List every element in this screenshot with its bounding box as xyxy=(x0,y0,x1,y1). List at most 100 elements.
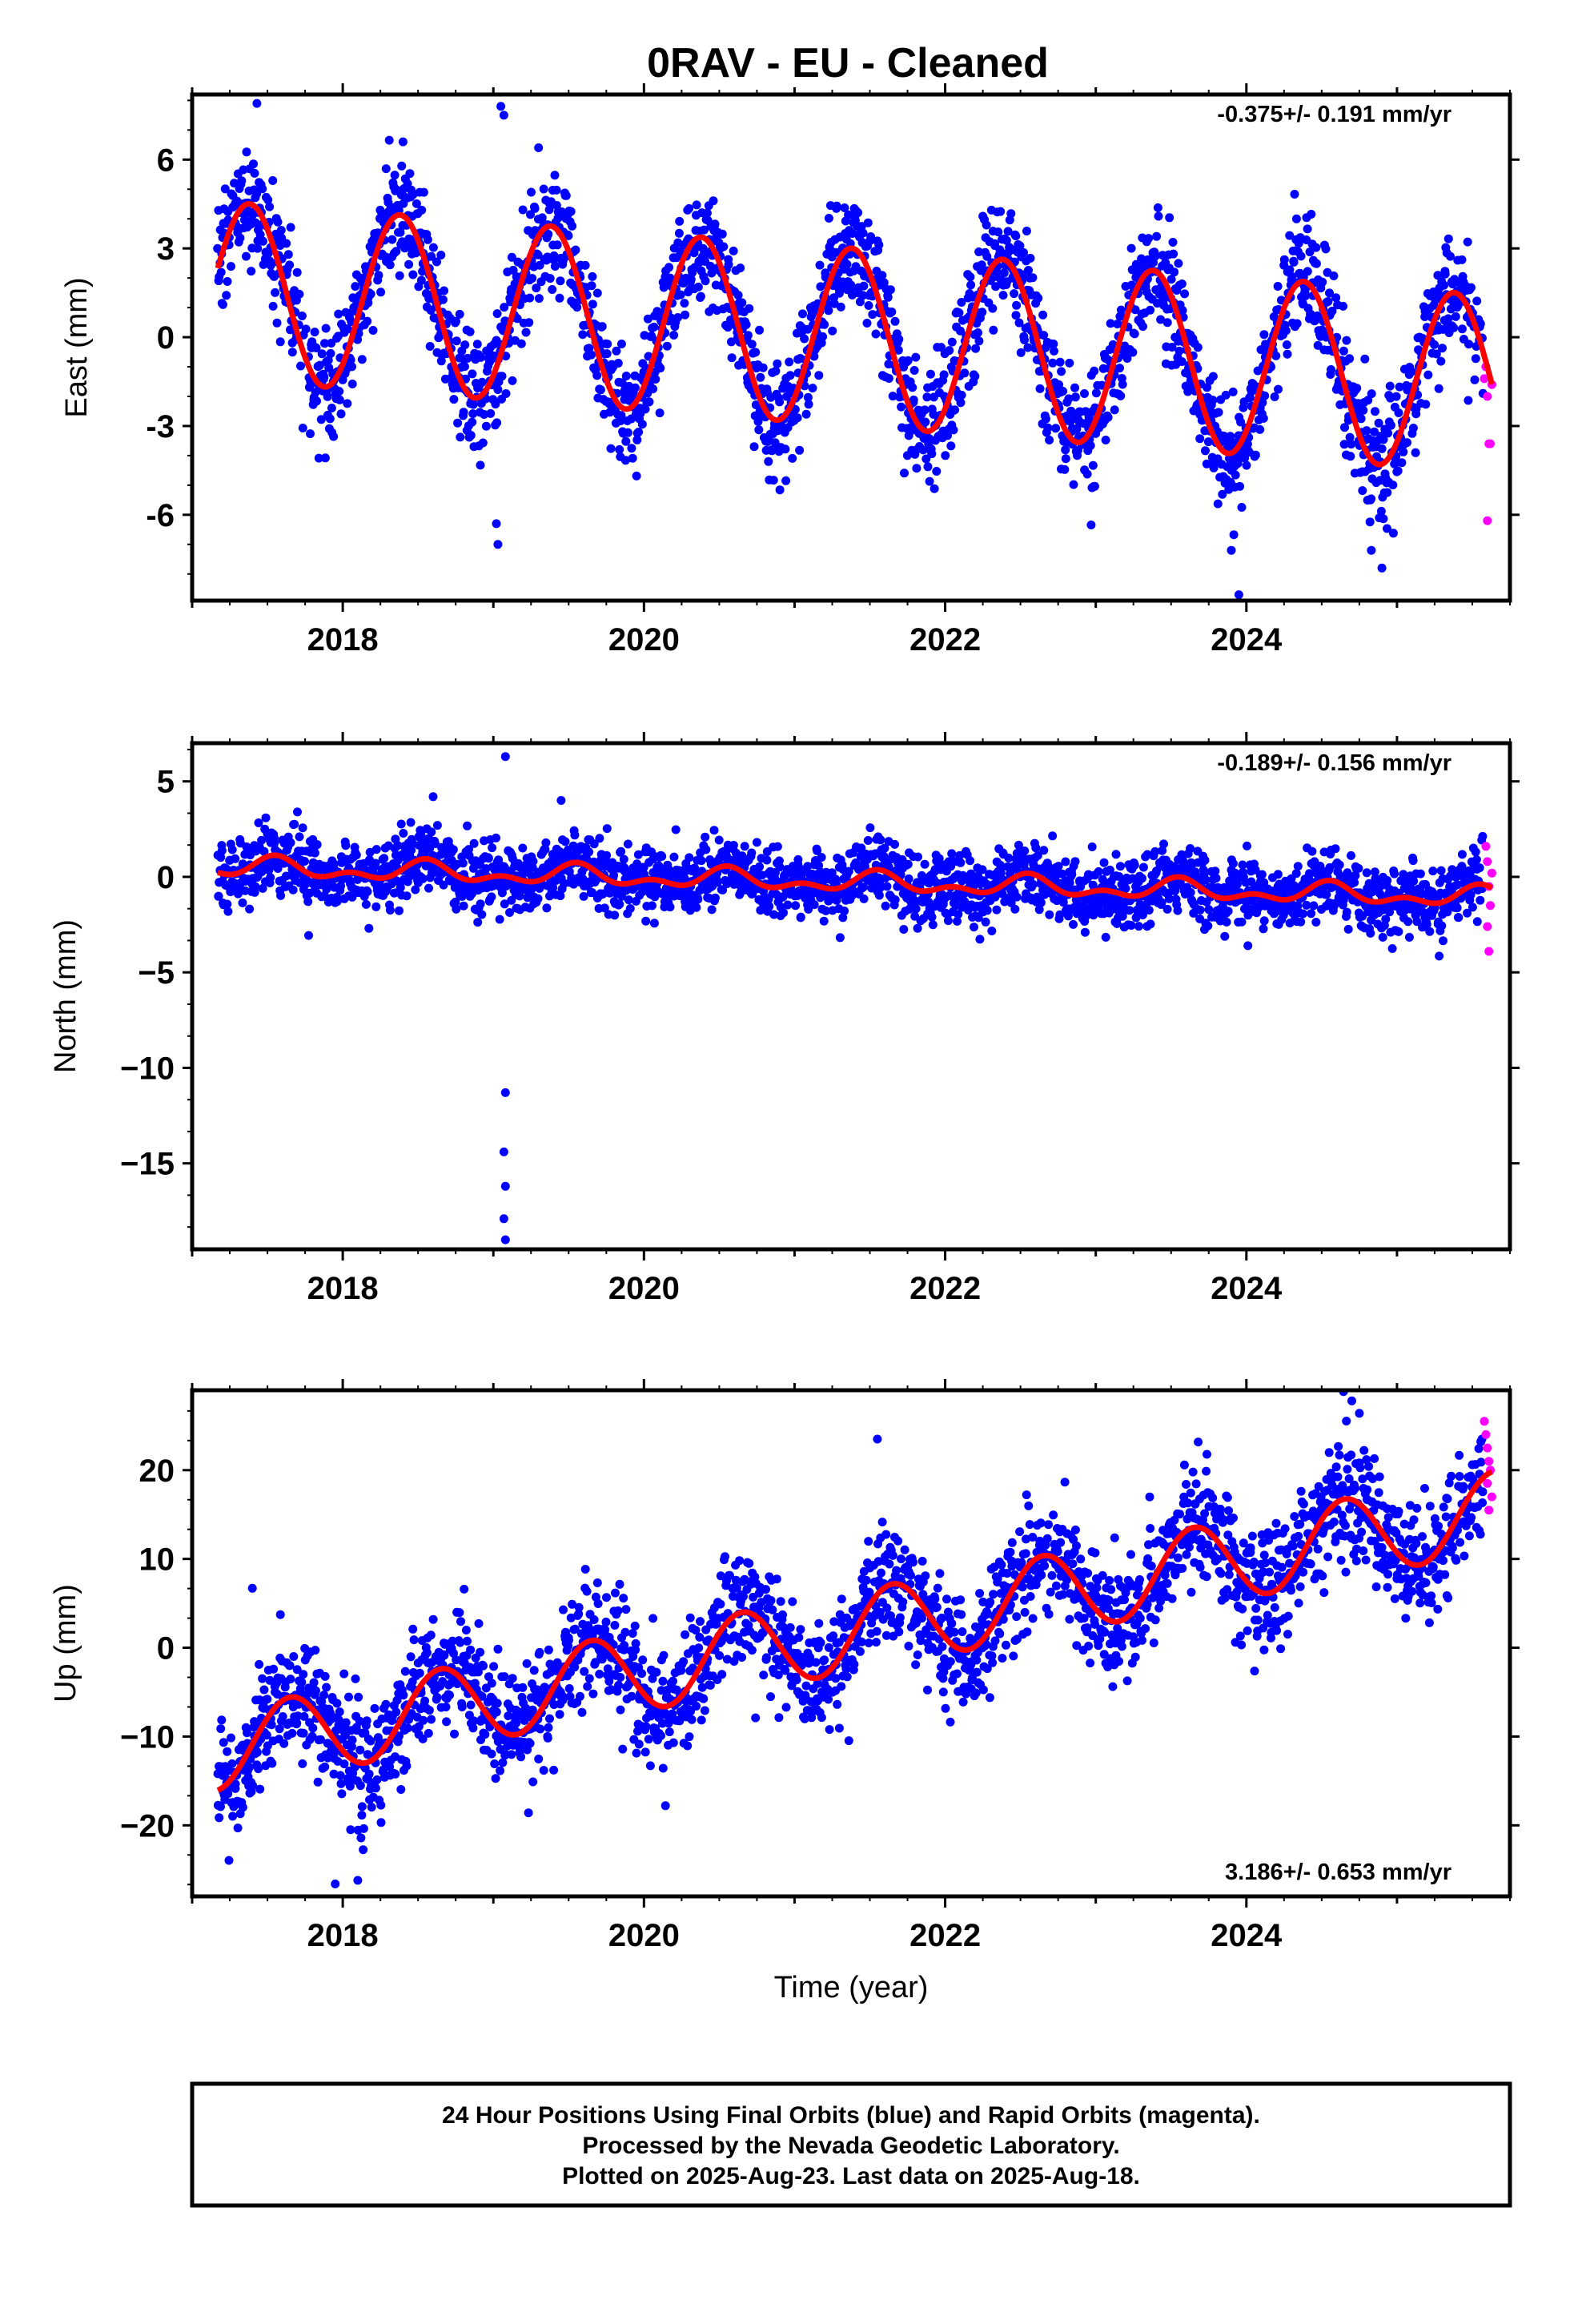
east-y-tick-label: -6 xyxy=(146,498,175,533)
east-final-point xyxy=(320,453,330,463)
east-final-point xyxy=(592,288,602,298)
east-final-point xyxy=(527,187,536,197)
east-final-point xyxy=(680,299,689,308)
north-final-point xyxy=(332,897,342,907)
north-final-point xyxy=(1031,843,1041,853)
east-final-point xyxy=(391,247,401,256)
east-final-point xyxy=(272,318,282,328)
north-final-point xyxy=(402,891,412,901)
north-final-point xyxy=(903,859,913,869)
east-final-point xyxy=(311,344,321,352)
east-final-point xyxy=(1393,466,1403,476)
east-final-point xyxy=(1467,283,1476,292)
east-x-tick-label: 2022 xyxy=(909,622,981,657)
north-final-point xyxy=(943,916,953,926)
north-final-point xyxy=(880,843,889,853)
east-final-point xyxy=(970,372,980,381)
east-final-point xyxy=(1178,306,1187,316)
east-final-point xyxy=(525,293,535,303)
east-final-point xyxy=(1231,470,1240,480)
east-final-point xyxy=(1055,357,1065,367)
east-final-point xyxy=(343,399,352,408)
east-final-point xyxy=(702,208,712,218)
east-final-point xyxy=(644,397,654,407)
north-final-point xyxy=(1370,867,1379,877)
east-final-point xyxy=(1282,340,1291,349)
east-final-point xyxy=(312,396,321,406)
east-final-point xyxy=(950,405,960,415)
east-final-point xyxy=(1345,354,1355,364)
east-final-point xyxy=(1311,259,1321,268)
north-final-point xyxy=(1162,904,1172,914)
east-final-point xyxy=(1057,367,1066,376)
east-final-point xyxy=(452,316,460,326)
east-final-point xyxy=(335,387,344,396)
east-final-point xyxy=(481,421,491,431)
north-final-point xyxy=(778,892,788,902)
east-final-point xyxy=(1313,340,1323,350)
east-final-point xyxy=(1130,329,1139,339)
north-final-point xyxy=(223,899,232,909)
east-final-point xyxy=(368,326,378,335)
north-final-point xyxy=(231,854,240,863)
north-final-point xyxy=(1342,907,1351,917)
east-final-point xyxy=(1049,340,1058,348)
north-final-point xyxy=(492,833,500,842)
north-final-point xyxy=(762,847,772,856)
east-final-point xyxy=(1088,460,1098,470)
north-x-axis: 2018 2020 2022 2024 xyxy=(191,732,1511,1306)
north-outlier-point xyxy=(556,796,566,805)
north-final-point xyxy=(779,908,788,918)
north-final-point xyxy=(954,910,963,919)
east-final-point xyxy=(1228,387,1238,396)
east-final-point xyxy=(1201,446,1210,456)
east-final-point xyxy=(1370,427,1379,436)
north-final-point xyxy=(1302,900,1311,910)
east-final-point xyxy=(1464,396,1473,405)
east-final-point xyxy=(1281,326,1291,336)
east-final-point xyxy=(1303,224,1312,234)
east-final-point xyxy=(921,454,931,464)
east-final-point xyxy=(501,389,511,398)
east-final-point xyxy=(584,344,594,353)
east-final-point xyxy=(773,359,782,368)
east-final-point xyxy=(937,343,946,352)
east-final-point xyxy=(1323,297,1333,306)
east-outlier-point xyxy=(398,137,408,147)
east-final-point xyxy=(1472,296,1482,306)
north-final-point xyxy=(840,907,849,915)
east-final-point xyxy=(603,340,612,349)
east-final-point xyxy=(847,283,857,292)
east-final-point xyxy=(998,291,1008,300)
east-final-point xyxy=(524,318,534,328)
east-final-point xyxy=(334,309,343,319)
north-final-point xyxy=(588,888,596,897)
east-final-point xyxy=(1195,434,1205,444)
east-final-point xyxy=(815,260,825,270)
east-final-point xyxy=(788,453,797,463)
east-final-point xyxy=(673,313,683,322)
east-final-point xyxy=(1438,344,1447,353)
north-final-point xyxy=(505,908,514,917)
east-final-point xyxy=(241,251,251,261)
east-final-point xyxy=(1014,318,1024,328)
east-final-point xyxy=(1170,267,1179,277)
east-final-point xyxy=(404,259,414,269)
north-plot-area xyxy=(213,752,1496,1244)
east-final-point xyxy=(632,471,641,480)
east-final-point xyxy=(220,184,230,194)
east-final-point xyxy=(829,299,839,308)
north-final-point xyxy=(495,915,504,924)
east-final-point xyxy=(329,432,339,441)
east-final-point xyxy=(552,240,562,250)
north-final-point xyxy=(1437,921,1447,931)
east-final-point xyxy=(476,352,485,362)
east-final-point xyxy=(871,329,881,339)
north-final-point xyxy=(1335,860,1344,870)
north-final-point xyxy=(473,918,483,927)
north-final-point xyxy=(1058,898,1068,907)
north-final-point xyxy=(773,842,782,851)
east-final-point xyxy=(727,337,736,347)
north-final-point xyxy=(1259,924,1268,934)
east-final-point xyxy=(508,265,518,275)
